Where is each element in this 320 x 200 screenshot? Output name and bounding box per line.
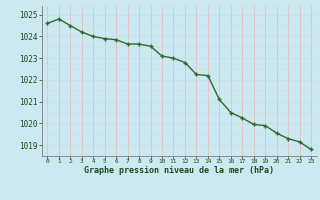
X-axis label: Graphe pression niveau de la mer (hPa): Graphe pression niveau de la mer (hPa) (84, 166, 274, 175)
